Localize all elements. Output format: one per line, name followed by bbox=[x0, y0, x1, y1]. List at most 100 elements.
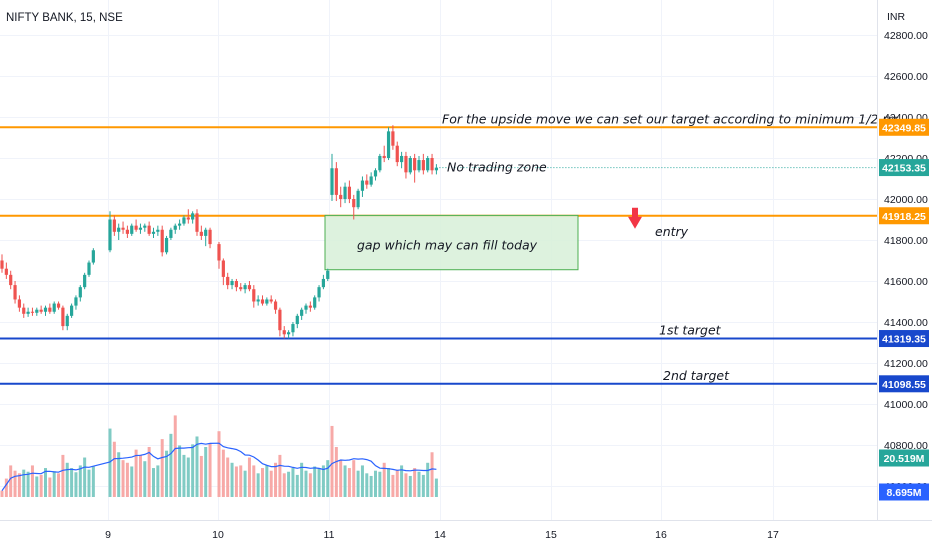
candle-body bbox=[221, 260, 225, 277]
candle-body bbox=[226, 276, 230, 286]
candle-body bbox=[195, 213, 199, 232]
candle-body bbox=[365, 180, 369, 185]
volume-bar bbox=[226, 457, 230, 497]
volume-ma-tag bbox=[879, 483, 929, 501]
volume-bar bbox=[404, 473, 408, 497]
time-tick-label: 14 bbox=[434, 529, 446, 541]
volume-bar bbox=[195, 436, 199, 497]
volume-bar bbox=[282, 473, 286, 497]
down-arrow-icon bbox=[628, 207, 642, 229]
volume-bar bbox=[378, 471, 382, 497]
candle-body bbox=[360, 180, 365, 191]
volume-bar bbox=[317, 468, 321, 497]
candle-body bbox=[234, 281, 238, 288]
volume-bar bbox=[182, 454, 186, 497]
gap-box[interactable] bbox=[324, 214, 579, 271]
volume-bar bbox=[108, 428, 112, 497]
candle-body bbox=[247, 285, 252, 290]
volume-bar bbox=[308, 473, 312, 497]
candle-body bbox=[413, 158, 417, 171]
candle-body bbox=[204, 229, 208, 236]
time-tick-label: 9 bbox=[105, 529, 111, 541]
volume-bar bbox=[178, 445, 182, 497]
price-tick-label: 40800.00 bbox=[884, 440, 928, 452]
volume-bar bbox=[199, 455, 203, 497]
volume-bar bbox=[352, 460, 356, 497]
volume-bar bbox=[291, 468, 295, 497]
volume-bar bbox=[26, 471, 30, 497]
candle-body bbox=[260, 299, 265, 304]
level-price-tag-text: 41098.55 bbox=[882, 379, 926, 391]
volume-bar bbox=[417, 471, 421, 497]
candle-body bbox=[304, 305, 308, 310]
volume-tag-text: 20.519M bbox=[884, 453, 925, 465]
volume-tag bbox=[879, 449, 929, 467]
candle-body bbox=[386, 131, 391, 158]
level-annotation: 2nd target bbox=[663, 368, 730, 383]
volume-bar bbox=[313, 466, 317, 497]
candle-body bbox=[17, 299, 21, 308]
volume-bar bbox=[421, 474, 425, 497]
candle-body bbox=[421, 160, 425, 171]
time-tick-label: 16 bbox=[655, 529, 667, 541]
candle-body bbox=[269, 299, 273, 302]
volume-bar bbox=[287, 471, 291, 497]
volume-bar bbox=[221, 449, 225, 497]
volume-bar bbox=[186, 457, 190, 497]
volume-bar bbox=[173, 415, 177, 497]
candle-body bbox=[395, 145, 399, 163]
volume-bar bbox=[239, 465, 243, 497]
candle-body bbox=[70, 305, 74, 316]
volume-bar bbox=[269, 470, 273, 497]
candle-body bbox=[287, 332, 291, 335]
volume-bar bbox=[330, 425, 334, 497]
volume-bar bbox=[147, 446, 151, 497]
volume-bar bbox=[52, 471, 56, 497]
candle-body bbox=[208, 229, 212, 245]
volume-bar bbox=[295, 474, 299, 497]
candle-body bbox=[156, 229, 160, 232]
candle-body bbox=[273, 301, 278, 310]
price-axis[interactable]: 42800.0042600.0042400.0042200.0042000.00… bbox=[879, 30, 929, 501]
candle-body bbox=[404, 155, 408, 173]
level-price-tag bbox=[879, 375, 929, 393]
candle-body bbox=[369, 176, 373, 185]
candle-body bbox=[295, 315, 299, 325]
candle-body bbox=[191, 213, 195, 220]
volume-bar bbox=[395, 469, 399, 497]
volume-bar bbox=[430, 452, 434, 497]
volume-bar bbox=[426, 462, 430, 497]
candle-body bbox=[199, 231, 203, 236]
candle-body bbox=[256, 299, 260, 302]
no-trading-zone-label: No trading zone bbox=[447, 160, 547, 175]
candle-body bbox=[434, 167, 438, 171]
candle-body bbox=[334, 168, 338, 195]
volume-bar bbox=[165, 450, 169, 497]
candle-body bbox=[352, 199, 356, 208]
time-axis[interactable]: 9 10 11 14 15 16 17 bbox=[105, 529, 779, 541]
volume-bar bbox=[356, 470, 360, 497]
candle-body bbox=[130, 225, 134, 234]
volume-bar bbox=[117, 452, 121, 497]
price-tick-label: 41200.00 bbox=[884, 358, 928, 370]
volume-bar bbox=[191, 444, 195, 497]
candle-body bbox=[317, 287, 321, 298]
candle-body bbox=[282, 330, 286, 335]
volume-bar bbox=[204, 446, 208, 497]
volume-bar bbox=[434, 478, 438, 497]
candle-body bbox=[91, 250, 95, 263]
level-annotation: 1st target bbox=[659, 323, 722, 338]
volume-bar bbox=[70, 468, 74, 497]
volume-bar bbox=[39, 474, 43, 497]
volume-bar bbox=[78, 465, 82, 497]
volume-bar bbox=[365, 473, 369, 497]
level-price-tag-text: 41319.35 bbox=[882, 334, 926, 346]
candle-body bbox=[300, 309, 304, 316]
volume-bars bbox=[0, 415, 438, 497]
volume-bar bbox=[112, 441, 116, 497]
volume-bar bbox=[339, 460, 343, 497]
candle-body bbox=[52, 303, 56, 312]
level-price-tag-text: 42349.85 bbox=[882, 122, 926, 134]
